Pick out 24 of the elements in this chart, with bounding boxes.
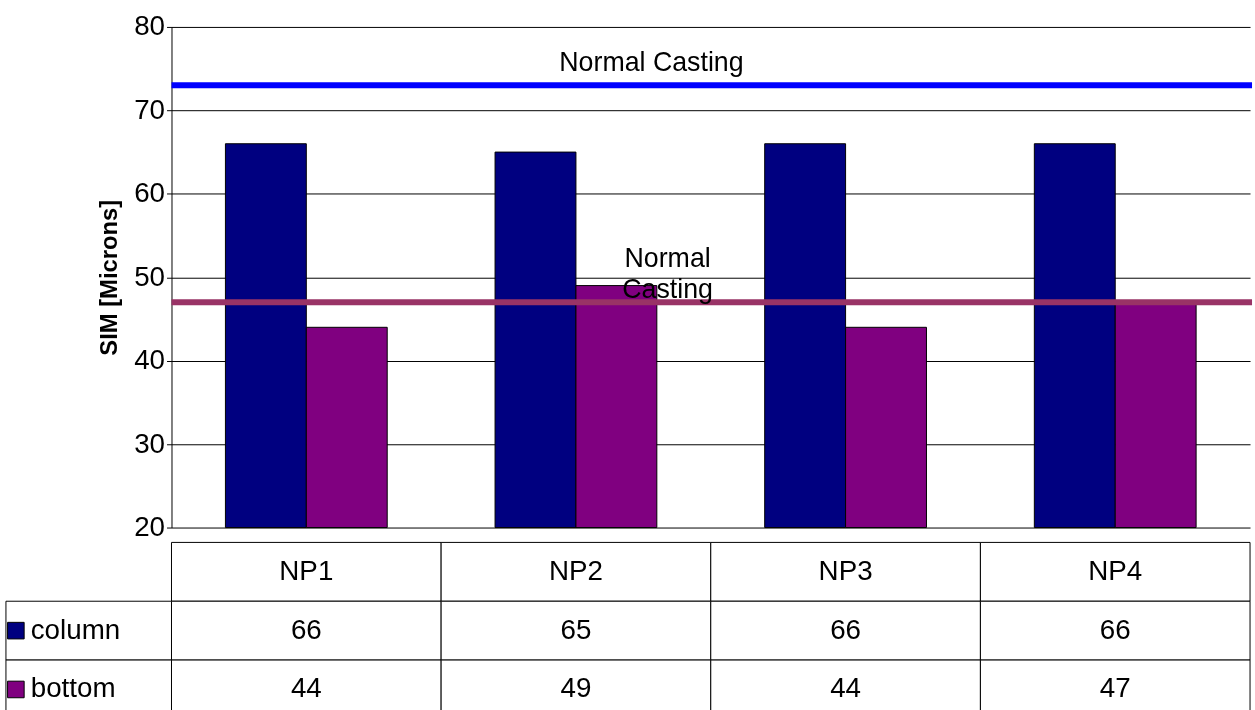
- data-label: 47: [1099, 672, 1131, 704]
- data-label: 44: [830, 672, 862, 704]
- x-tick-label: NP3: [818, 554, 873, 586]
- legend-label: bottom: [30, 672, 116, 704]
- y-tick-label: 60: [134, 177, 166, 209]
- legend-label: column: [30, 613, 121, 645]
- data-label: 66: [1099, 613, 1131, 645]
- y-axis-title: SIM [Microns]: [95, 199, 123, 356]
- ref-line-label: Normal Casting: [622, 242, 713, 305]
- y-tick-label: 40: [134, 344, 166, 376]
- data-label: 65: [560, 613, 592, 645]
- data-label: 66: [830, 613, 862, 645]
- y-tick-label: 30: [134, 427, 166, 459]
- data-label: 44: [290, 672, 322, 704]
- y-tick-label: 80: [134, 10, 166, 42]
- data-label: 66: [290, 613, 322, 645]
- y-tick-label: 70: [134, 93, 166, 125]
- y-tick-label: 50: [134, 260, 166, 292]
- y-tick-label: 20: [134, 510, 166, 542]
- ref-line-label: Normal Casting: [559, 47, 744, 78]
- x-tick-label: NP2: [548, 554, 603, 586]
- x-tick-label: NP4: [1088, 554, 1143, 586]
- data-label: 49: [560, 672, 592, 704]
- x-tick-label: NP1: [279, 554, 334, 586]
